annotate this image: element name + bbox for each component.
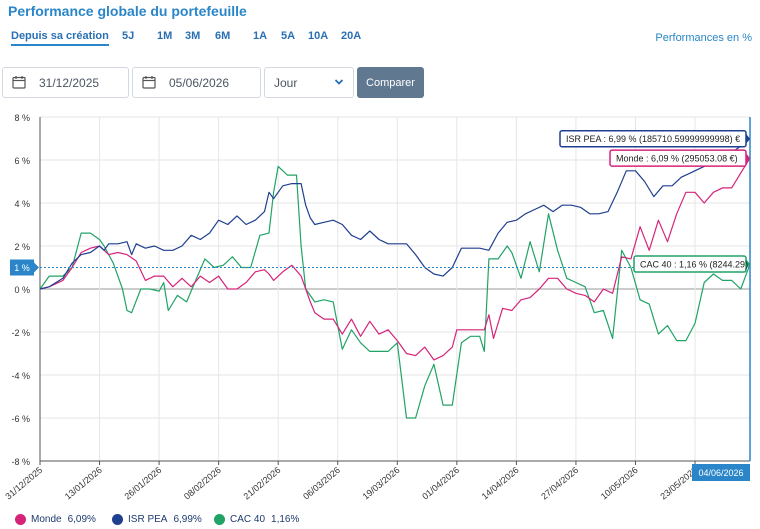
legend-item-isr[interactable]: ISR PEA 6,99% [112, 514, 202, 525]
tooltip-text-cac: CAC 40 : 1,16 % (8244.29) [640, 260, 748, 270]
granularity-value: Jour [274, 76, 298, 90]
end-date-field[interactable]: 05/06/2026 [132, 67, 261, 98]
period-1a[interactable]: 1A [253, 30, 268, 42]
x-tick-label: 14/04/2026 [480, 465, 521, 502]
series-line-monde [39, 157, 751, 361]
period-10a[interactable]: 10A [308, 30, 329, 42]
y-tick-label: 4 % [14, 199, 30, 209]
chevron-down-icon [334, 79, 344, 85]
legend-label-isr: ISR PEA [128, 514, 168, 525]
x-tick-label: 10/05/2026 [599, 465, 640, 502]
tooltip-pointer-isr [746, 133, 750, 144]
legend-item-monde[interactable]: Monde 6,09% [15, 514, 96, 525]
start-date-value: 31/12/2025 [39, 76, 100, 90]
compare-button[interactable]: Comparer [357, 67, 424, 98]
legend-value-isr: 6,99% [173, 514, 202, 525]
x-tick-label: 27/04/2026 [539, 465, 580, 502]
tooltip-pointer-monde [746, 153, 750, 164]
performance-chart: 8 % 6 % 4 % 2 % 0 % -2 % -4 % -6 % -8 %31/12/202… [3, 113, 751, 502]
y-tick-label: -8 % [11, 457, 30, 467]
period-5j[interactable]: 5J [122, 30, 135, 42]
legend-item-cac[interactable]: CAC 40 1,16% [214, 514, 299, 525]
x-tick-label: 06/03/2026 [301, 465, 342, 502]
performance-mode-link[interactable]: Performances en % [655, 32, 752, 44]
legend-dot-cac [214, 514, 225, 525]
tooltip-text-isr: ISR PEA : 6,99 % (185710.59999999998) € [566, 134, 740, 144]
crosshair-value-pointer [34, 262, 39, 273]
legend-value-cac: 1,16% [271, 514, 300, 525]
tooltip-text-monde: Monde : 6,09 % (295053.08 €) [616, 154, 738, 164]
legend-dot-isr [112, 514, 123, 525]
legend-label-monde: Monde [31, 514, 62, 525]
period-20a[interactable]: 20A [341, 30, 362, 42]
y-tick-label: -4 % [11, 371, 30, 381]
start-date-field[interactable]: 31/12/2025 [2, 67, 129, 98]
y-tick-label: 6 % [14, 156, 30, 166]
period-5a[interactable]: 5A [281, 30, 296, 42]
x-tick-label: 13/01/2026 [63, 465, 104, 502]
period-1m[interactable]: 1M [157, 30, 173, 42]
crosshair-value-box [10, 259, 34, 276]
x-tick-label: 08/02/2026 [182, 465, 223, 502]
calendar-icon [12, 76, 26, 89]
y-tick-label: 0 % [14, 285, 30, 295]
calendar-icon [142, 76, 156, 89]
crosshair-date-box [692, 464, 750, 481]
legend-dot-monde [15, 514, 26, 525]
x-tick-label: 01/04/2026 [420, 465, 461, 502]
y-tick-label: -2 % [11, 328, 30, 338]
legend-value-monde: 6,09% [67, 514, 96, 525]
y-tick-label: 8 % [14, 113, 30, 123]
period-since-creation[interactable]: Depuis sa création [11, 30, 109, 46]
legend-label-cac: CAC 40 [230, 514, 266, 525]
x-tick-label: 19/03/2026 [361, 465, 402, 502]
period-6m[interactable]: 6M [215, 30, 231, 42]
x-tick-label: 26/01/2026 [122, 465, 163, 502]
x-tick-label: 31/12/2025 [3, 465, 44, 502]
crosshair-value-label: 1 % [14, 263, 30, 273]
page-title: Performance globale du portefeuille [8, 3, 247, 19]
x-tick-label: 21/02/2026 [242, 465, 283, 502]
crosshair-date-label: 04/06/2026 [698, 468, 743, 478]
end-date-value: 05/06/2026 [169, 76, 230, 90]
y-tick-label: 2 % [14, 242, 30, 252]
granularity-select[interactable]: Jour [264, 67, 354, 98]
period-3m[interactable]: 3M [185, 30, 201, 42]
y-tick-label: -6 % [11, 414, 30, 424]
series-line-isr [39, 138, 751, 290]
series-line-cac [39, 165, 751, 419]
tooltip-pointer-cac [746, 259, 750, 270]
